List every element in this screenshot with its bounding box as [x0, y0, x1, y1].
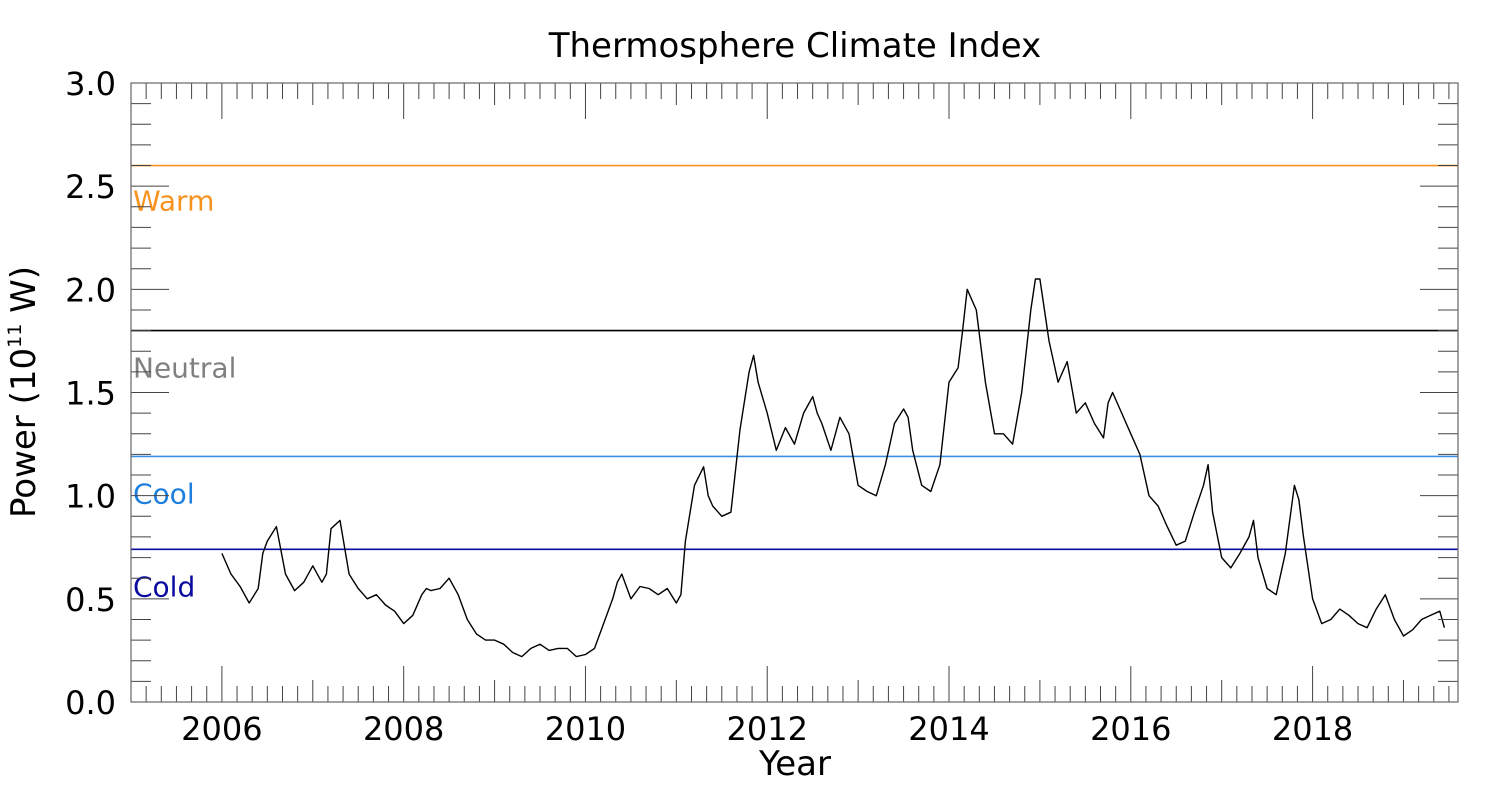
chart-title: Thermosphere Climate Index: [548, 26, 1042, 66]
x-tick-label: 2014: [908, 710, 989, 748]
x-tick-label: 2012: [727, 710, 808, 748]
threshold-label-cold: Cold: [133, 570, 195, 603]
y-tick-label: 0.5: [65, 581, 116, 619]
x-axis-label: Year: [758, 744, 831, 784]
y-tick-label: 0.0: [65, 684, 116, 722]
y-tick-label: 2.5: [65, 168, 116, 206]
y-axis-label-exponent: 11: [4, 324, 26, 348]
plot-frame: [130, 82, 1459, 703]
series-line-0: [221, 278, 1446, 658]
y-axis-label-suffix: W): [4, 266, 44, 324]
y-tick-label: 1.5: [65, 375, 116, 413]
y-axis-label-prefix: Power (10: [4, 348, 44, 518]
y-tick-label: 1.0: [65, 478, 116, 516]
ticks-layer: [130, 82, 1458, 703]
threshold-layer: Warm Neutral Cool Cold: [131, 164, 1458, 603]
threshold-label-warm: Warm: [133, 185, 214, 218]
y-tick-label: 3.0: [65, 65, 116, 103]
threshold-label-neutral: Neutral: [133, 352, 236, 385]
x-tick-label: 2008: [363, 710, 444, 748]
x-tick-label: 2018: [1272, 710, 1353, 748]
series-layer: [221, 278, 1446, 658]
x-tick-label: 2016: [1090, 710, 1171, 748]
x-tick-label: 2010: [545, 710, 626, 748]
y-tick-label: 2.0: [65, 271, 116, 309]
tick-labels-layer: 2006 2008 2010 2012 2014 2016 2018 0.0 0.5 1.0 1.5…: [65, 65, 1353, 748]
x-tick-label: 2006: [181, 710, 262, 748]
y-axis-label: Power (1011 W): [4, 266, 44, 518]
threshold-label-cool: Cool: [133, 478, 195, 511]
